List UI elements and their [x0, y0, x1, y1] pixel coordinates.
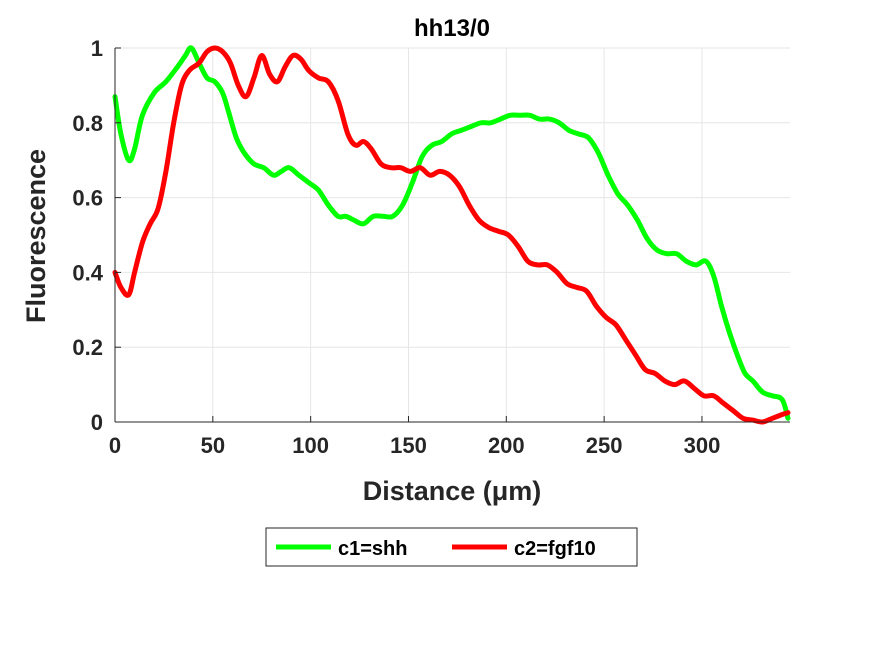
legend-label-shh: c1=shh	[338, 538, 407, 560]
x-tick-label: 100	[292, 433, 329, 458]
x-axis-label: Distance (μm)	[363, 476, 542, 506]
series-layer	[112, 45, 791, 425]
grid	[114, 47, 790, 423]
y-tick-label: 0.8	[72, 111, 103, 136]
y-axis-label: Fluorescence	[21, 149, 51, 323]
y-tick-label: 0.6	[72, 186, 103, 211]
x-tick-label: 50	[201, 433, 225, 458]
x-tick-label: 150	[390, 433, 427, 458]
x-tick-label: 0	[109, 433, 121, 458]
y-tick-label: 0.4	[72, 260, 103, 285]
x-tick-label: 300	[684, 433, 721, 458]
chart-title: hh13/0	[414, 15, 490, 42]
x-tick-label: 200	[488, 433, 525, 458]
axes	[114, 47, 790, 423]
x-tick-label: 250	[586, 433, 623, 458]
y-tick-label: 0.2	[72, 335, 103, 360]
legend-label-fgf10: c2=fgf10	[514, 538, 596, 560]
plot-area	[115, 48, 790, 422]
series-line-fgf10	[112, 45, 791, 425]
y-tick-label: 0	[91, 410, 103, 435]
tick-labels: 0 50 100 150 200 250 300 0 0.2 0.4 0.6 0.8 1	[72, 36, 720, 458]
series-line-shh	[112, 45, 791, 421]
legend: c1=shh c2=fgf10	[265, 527, 638, 567]
y-tick-label: 1	[91, 36, 103, 61]
